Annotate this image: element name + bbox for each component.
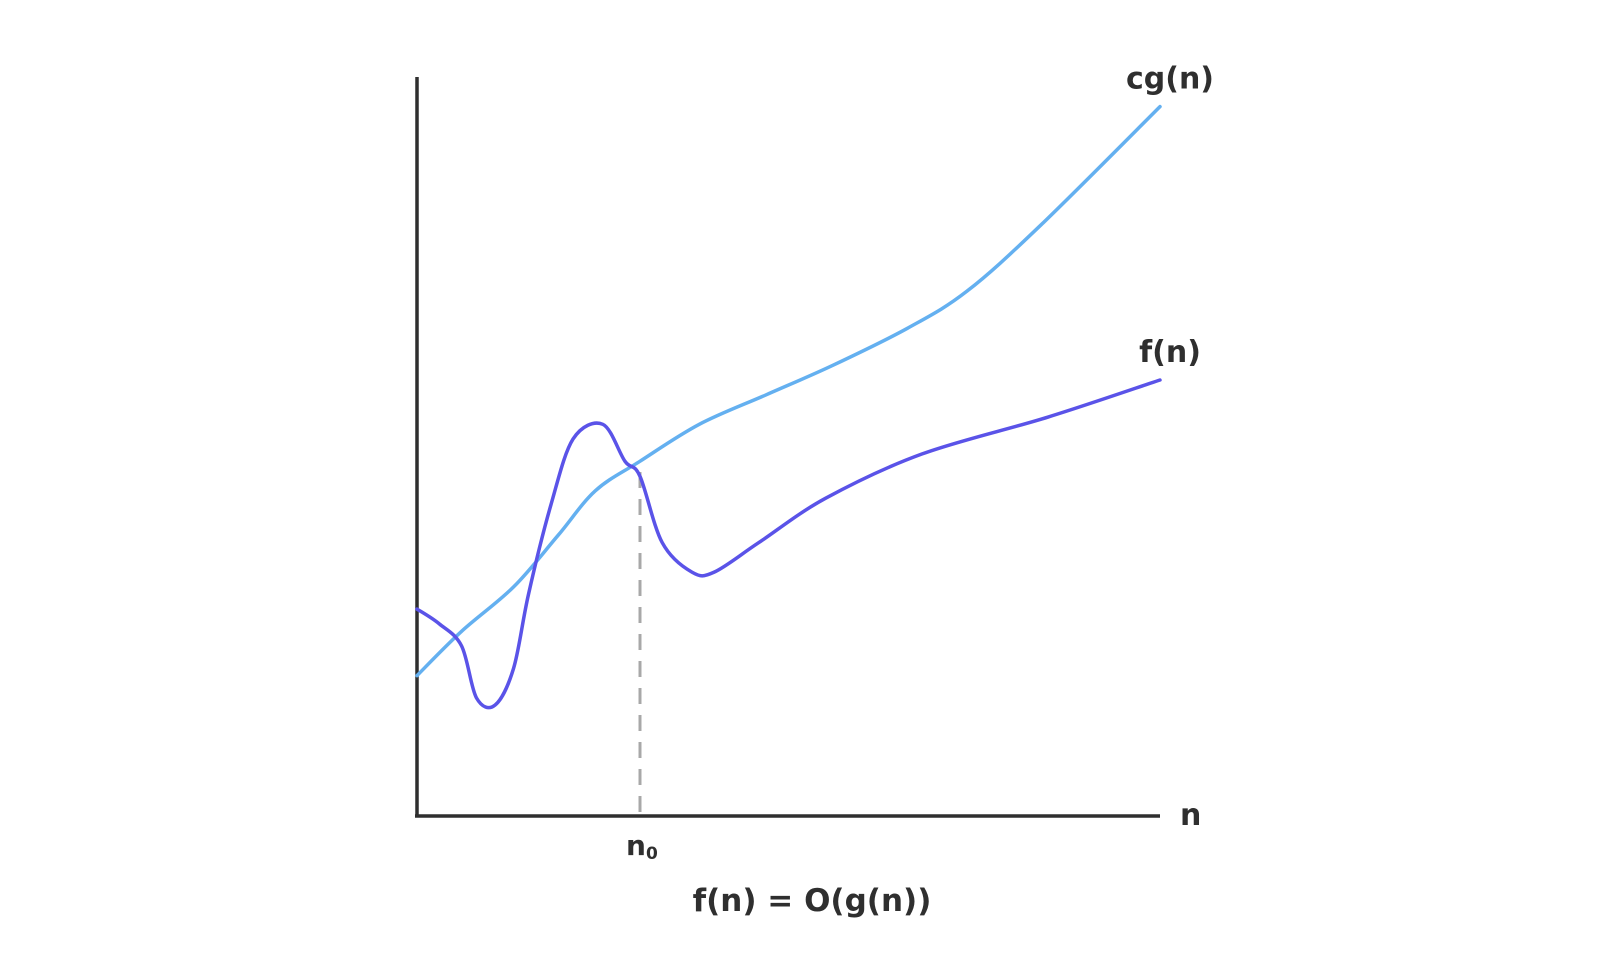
x-axis-label: n: [1180, 798, 1201, 833]
series-label-1: f(n): [1139, 335, 1201, 370]
series-label-0: cg(n): [1126, 62, 1214, 97]
n0-label: n0: [626, 829, 658, 864]
n0-label-base: n: [626, 829, 646, 862]
n0-label-subscript: 0: [646, 844, 658, 864]
series-label-layer: cg(n) f(n): [1126, 62, 1214, 370]
series-line-1: [415, 378, 1162, 710]
series-layer: [415, 104, 1162, 710]
formula-caption: f(n) = O(g(n)): [693, 883, 932, 919]
series-line-0: [415, 104, 1162, 678]
